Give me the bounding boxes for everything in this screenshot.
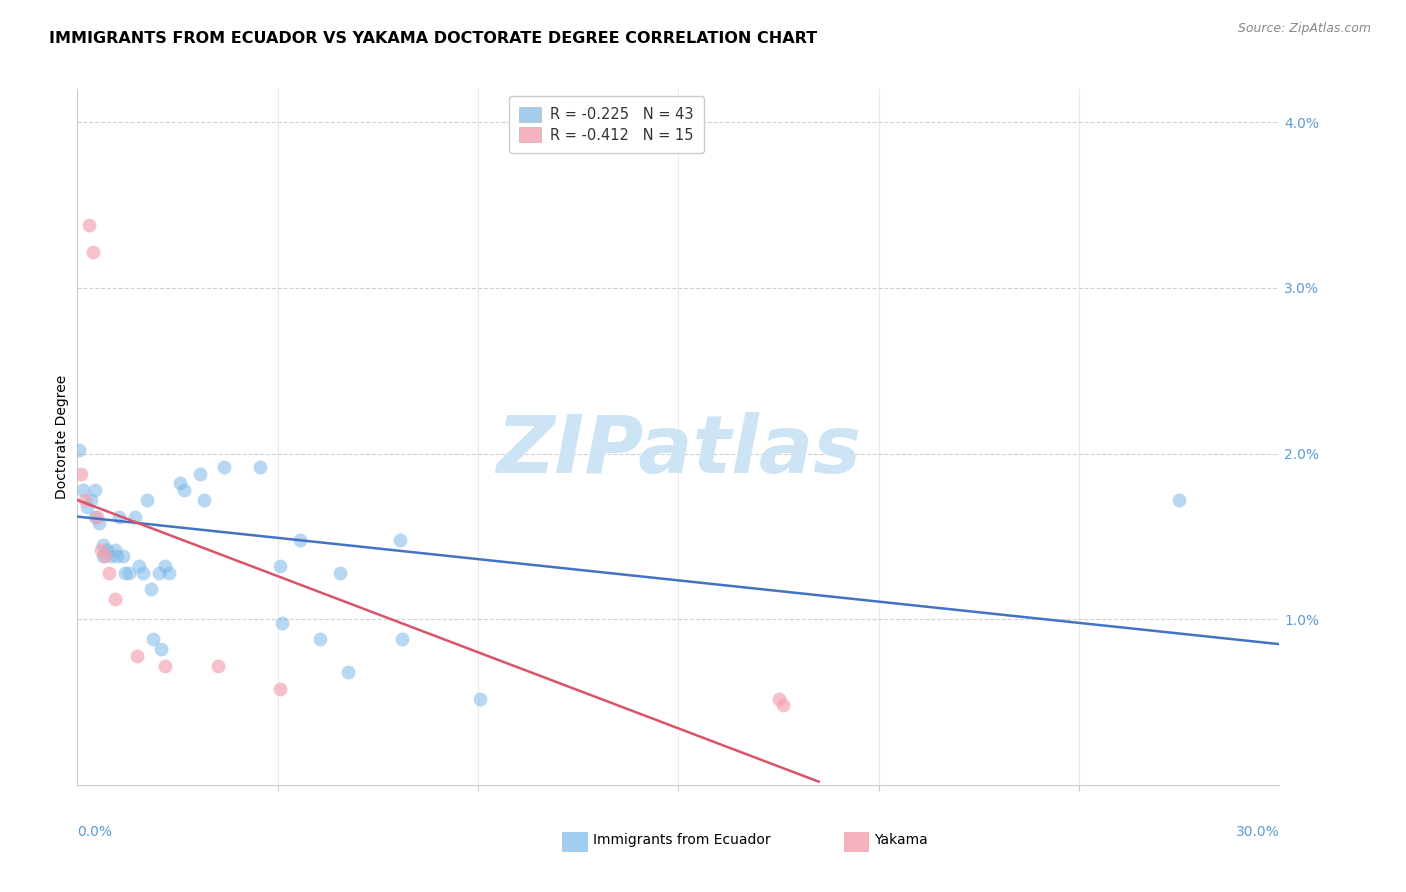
Point (90, 542, 112, 557)
Point (118, 566, 141, 580)
Text: IMMIGRANTS FROM ECUADOR VS YAKAMA DOCTORATE DEGREE CORRELATION CHART: IMMIGRANTS FROM ECUADOR VS YAKAMA DOCTOR… (49, 31, 817, 46)
Point (336, 665, 359, 680)
Text: Source: ZipAtlas.com: Source: ZipAtlas.com (1237, 22, 1371, 36)
Point (391, 632, 413, 647)
Text: 0.0%: 0.0% (77, 825, 112, 839)
Point (127, 648, 149, 663)
Point (128, 559, 150, 574)
Point (114, 566, 136, 580)
Point (104, 542, 127, 557)
Point (98, 566, 121, 580)
Point (169, 476, 191, 491)
Point (80, 493, 103, 508)
Point (108, 509, 131, 524)
Point (288, 533, 311, 547)
Point (70, 467, 93, 481)
Point (212, 459, 235, 474)
Point (76, 500, 98, 514)
Text: 30.0%: 30.0% (1236, 825, 1279, 839)
Point (155, 658, 177, 673)
Point (89, 516, 111, 531)
Y-axis label: Doctorate Degree: Doctorate Degree (55, 375, 69, 500)
Point (159, 566, 181, 580)
Point (93, 549, 115, 564)
Point (468, 691, 491, 706)
Text: Yakama: Yakama (875, 833, 928, 847)
Point (132, 566, 155, 580)
Point (388, 533, 411, 547)
Point (173, 483, 195, 497)
Point (150, 642, 173, 657)
Point (72, 483, 94, 497)
Point (94, 549, 117, 564)
Point (772, 698, 794, 713)
Legend: R = -0.225   N = 43, R = -0.412   N = 15: R = -0.225 N = 43, R = -0.412 N = 15 (509, 96, 703, 153)
Point (100, 549, 122, 564)
Point (79, 218, 101, 232)
Point (67, 443, 90, 458)
Point (107, 549, 129, 564)
Point (84, 483, 107, 497)
Point (93, 538, 115, 552)
Point (207, 658, 229, 673)
Point (155, 559, 177, 574)
Text: Immigrants from Ecuador: Immigrants from Ecuador (593, 833, 770, 847)
Point (188, 467, 211, 481)
Point (84, 509, 107, 524)
Point (86, 509, 108, 524)
Point (1168, 493, 1191, 508)
Point (269, 681, 291, 696)
Point (96, 542, 118, 557)
Point (329, 566, 352, 580)
Point (112, 549, 135, 564)
Point (308, 632, 330, 647)
Point (104, 592, 127, 607)
Point (75, 493, 97, 508)
Point (148, 566, 170, 580)
Point (269, 559, 291, 574)
Point (142, 632, 165, 647)
Text: ZIPatlas: ZIPatlas (496, 412, 860, 490)
Point (141, 582, 163, 597)
Point (124, 509, 146, 524)
Point (270, 615, 292, 630)
Point (193, 493, 215, 508)
Point (82, 244, 104, 259)
Point (136, 493, 159, 508)
Point (249, 459, 271, 474)
Point (768, 691, 790, 706)
